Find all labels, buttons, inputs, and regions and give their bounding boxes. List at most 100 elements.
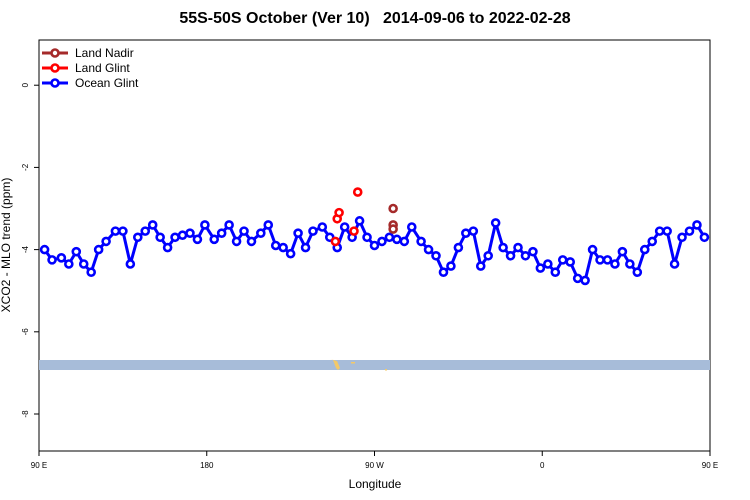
data-point-ocean-glint — [224, 220, 234, 230]
legend-item-land-glint: Land Glint — [42, 61, 130, 75]
data-point-ocean-glint — [505, 250, 516, 261]
data-point-ocean-glint — [595, 255, 605, 265]
y-tick-label: 0 — [21, 82, 30, 87]
data-point-ocean-glint — [185, 228, 195, 238]
land-mask-shape — [330, 359, 340, 370]
data-point-ocean-glint — [669, 259, 680, 269]
data-point-ocean-glint — [580, 275, 590, 286]
legend-marker — [50, 48, 60, 58]
land-mask-shape — [351, 362, 355, 364]
y-tick-label: -2 — [21, 163, 30, 171]
data-point-land-glint — [349, 226, 359, 236]
data-point-ocean-glint — [490, 218, 501, 228]
data-point-ocean-glint — [438, 267, 449, 278]
series-land-glint — [330, 187, 363, 247]
legend-marker — [50, 78, 60, 88]
data-point-ocean-glint — [684, 226, 695, 236]
x-tick-label: 90 E — [31, 461, 47, 470]
data-point-ocean-glint — [317, 222, 328, 232]
data-point-ocean-glint — [632, 267, 643, 278]
data-point-ocean-glint — [300, 242, 311, 253]
x-tick-label: 90 E — [702, 461, 718, 470]
data-point-ocean-glint — [520, 250, 531, 261]
data-point-ocean-glint — [483, 250, 493, 261]
data-point-ocean-glint — [64, 259, 74, 269]
data-point-ocean-glint — [39, 244, 50, 255]
axis-ticks: 90 E 180 90 W 0 90 E 0 -2 -4 -6 -8 — [21, 82, 718, 470]
data-point-land-glint — [330, 236, 341, 247]
data-point-ocean-glint — [118, 226, 128, 236]
data-point-ocean-glint — [431, 250, 441, 261]
data-point-ocean-glint — [270, 240, 281, 251]
data-point-ocean-glint — [101, 236, 111, 247]
data-point-ocean-glint — [285, 248, 296, 259]
data-point-ocean-glint — [498, 242, 508, 253]
legend-label: Ocean Glint — [75, 76, 139, 90]
data-point-ocean-glint — [93, 244, 104, 255]
data-point-ocean-glint — [625, 259, 635, 269]
data-point-ocean-glint — [369, 240, 380, 251]
data-point-ocean-glint — [147, 220, 158, 230]
data-point-ocean-glint — [550, 267, 561, 278]
data-point-land-nadir — [388, 224, 398, 234]
data-point-ocean-glint — [362, 232, 372, 243]
land-mask-marks — [330, 359, 387, 371]
data-point-ocean-glint — [572, 273, 583, 284]
data-point-ocean-glint — [110, 226, 121, 236]
data-point-ocean-glint — [610, 259, 620, 269]
data-point-ocean-glint — [155, 232, 165, 243]
data-point-ocean-glint — [86, 267, 96, 278]
series-land-nadir — [388, 203, 398, 234]
data-point-ocean-glint — [384, 232, 395, 243]
data-point-ocean-glint — [528, 246, 538, 257]
legend-item-land-nadir: Land Nadir — [42, 46, 134, 60]
data-point-ocean-glint — [293, 228, 303, 238]
data-point-ocean-glint — [513, 242, 523, 253]
data-point-ocean-glint — [557, 255, 568, 265]
data-point-ocean-glint — [647, 236, 658, 247]
data-point-ocean-glint — [192, 234, 203, 245]
x-tick-label: 180 — [200, 461, 214, 470]
data-point-ocean-glint — [263, 220, 274, 230]
data-point-ocean-glint — [475, 261, 486, 271]
data-point-ocean-glint — [565, 257, 576, 267]
data-point-land-nadir — [388, 203, 398, 214]
data-point-ocean-glint — [662, 226, 672, 236]
data-point-ocean-glint — [377, 236, 387, 247]
legend-label: Land Glint — [75, 61, 130, 75]
data-point-ocean-glint — [446, 261, 456, 271]
series-layer — [39, 187, 710, 286]
data-point-ocean-glint — [209, 234, 220, 245]
y-tick-label: -4 — [21, 246, 30, 254]
data-point-ocean-glint — [162, 242, 173, 253]
data-point-ocean-glint — [699, 232, 710, 243]
data-point-ocean-glint — [132, 232, 143, 243]
data-point-ocean-glint — [339, 222, 350, 232]
legend-marker — [50, 63, 60, 73]
data-point-ocean-glint — [406, 222, 417, 232]
data-point-ocean-glint — [535, 263, 546, 273]
data-point-ocean-glint — [654, 226, 665, 236]
data-point-ocean-glint — [602, 255, 613, 265]
data-point-ocean-glint — [246, 236, 257, 247]
data-point-ocean-glint — [617, 246, 628, 257]
x-axis-label: Longitude — [349, 477, 402, 491]
series-ocean-glint — [39, 216, 710, 286]
land-mask-shape — [385, 369, 387, 371]
data-point-ocean-glint — [308, 226, 318, 236]
data-point-ocean-glint — [692, 220, 702, 230]
data-point-ocean-glint — [392, 234, 402, 245]
data-point-ocean-glint — [587, 244, 598, 255]
data-point-ocean-glint — [468, 226, 479, 236]
data-point-ocean-glint — [47, 255, 57, 265]
legend-label: Land Nadir — [75, 46, 134, 60]
x-tick-label: 0 — [540, 461, 545, 470]
legend-item-ocean-glint: Ocean Glint — [42, 76, 139, 90]
data-point-ocean-glint — [423, 244, 434, 255]
data-point-ocean-glint — [177, 230, 188, 241]
data-point-ocean-glint — [639, 244, 650, 255]
y-axis-label: XCO2 - MLO trend (ppm) — [0, 178, 13, 313]
data-point-ocean-glint — [543, 259, 553, 269]
